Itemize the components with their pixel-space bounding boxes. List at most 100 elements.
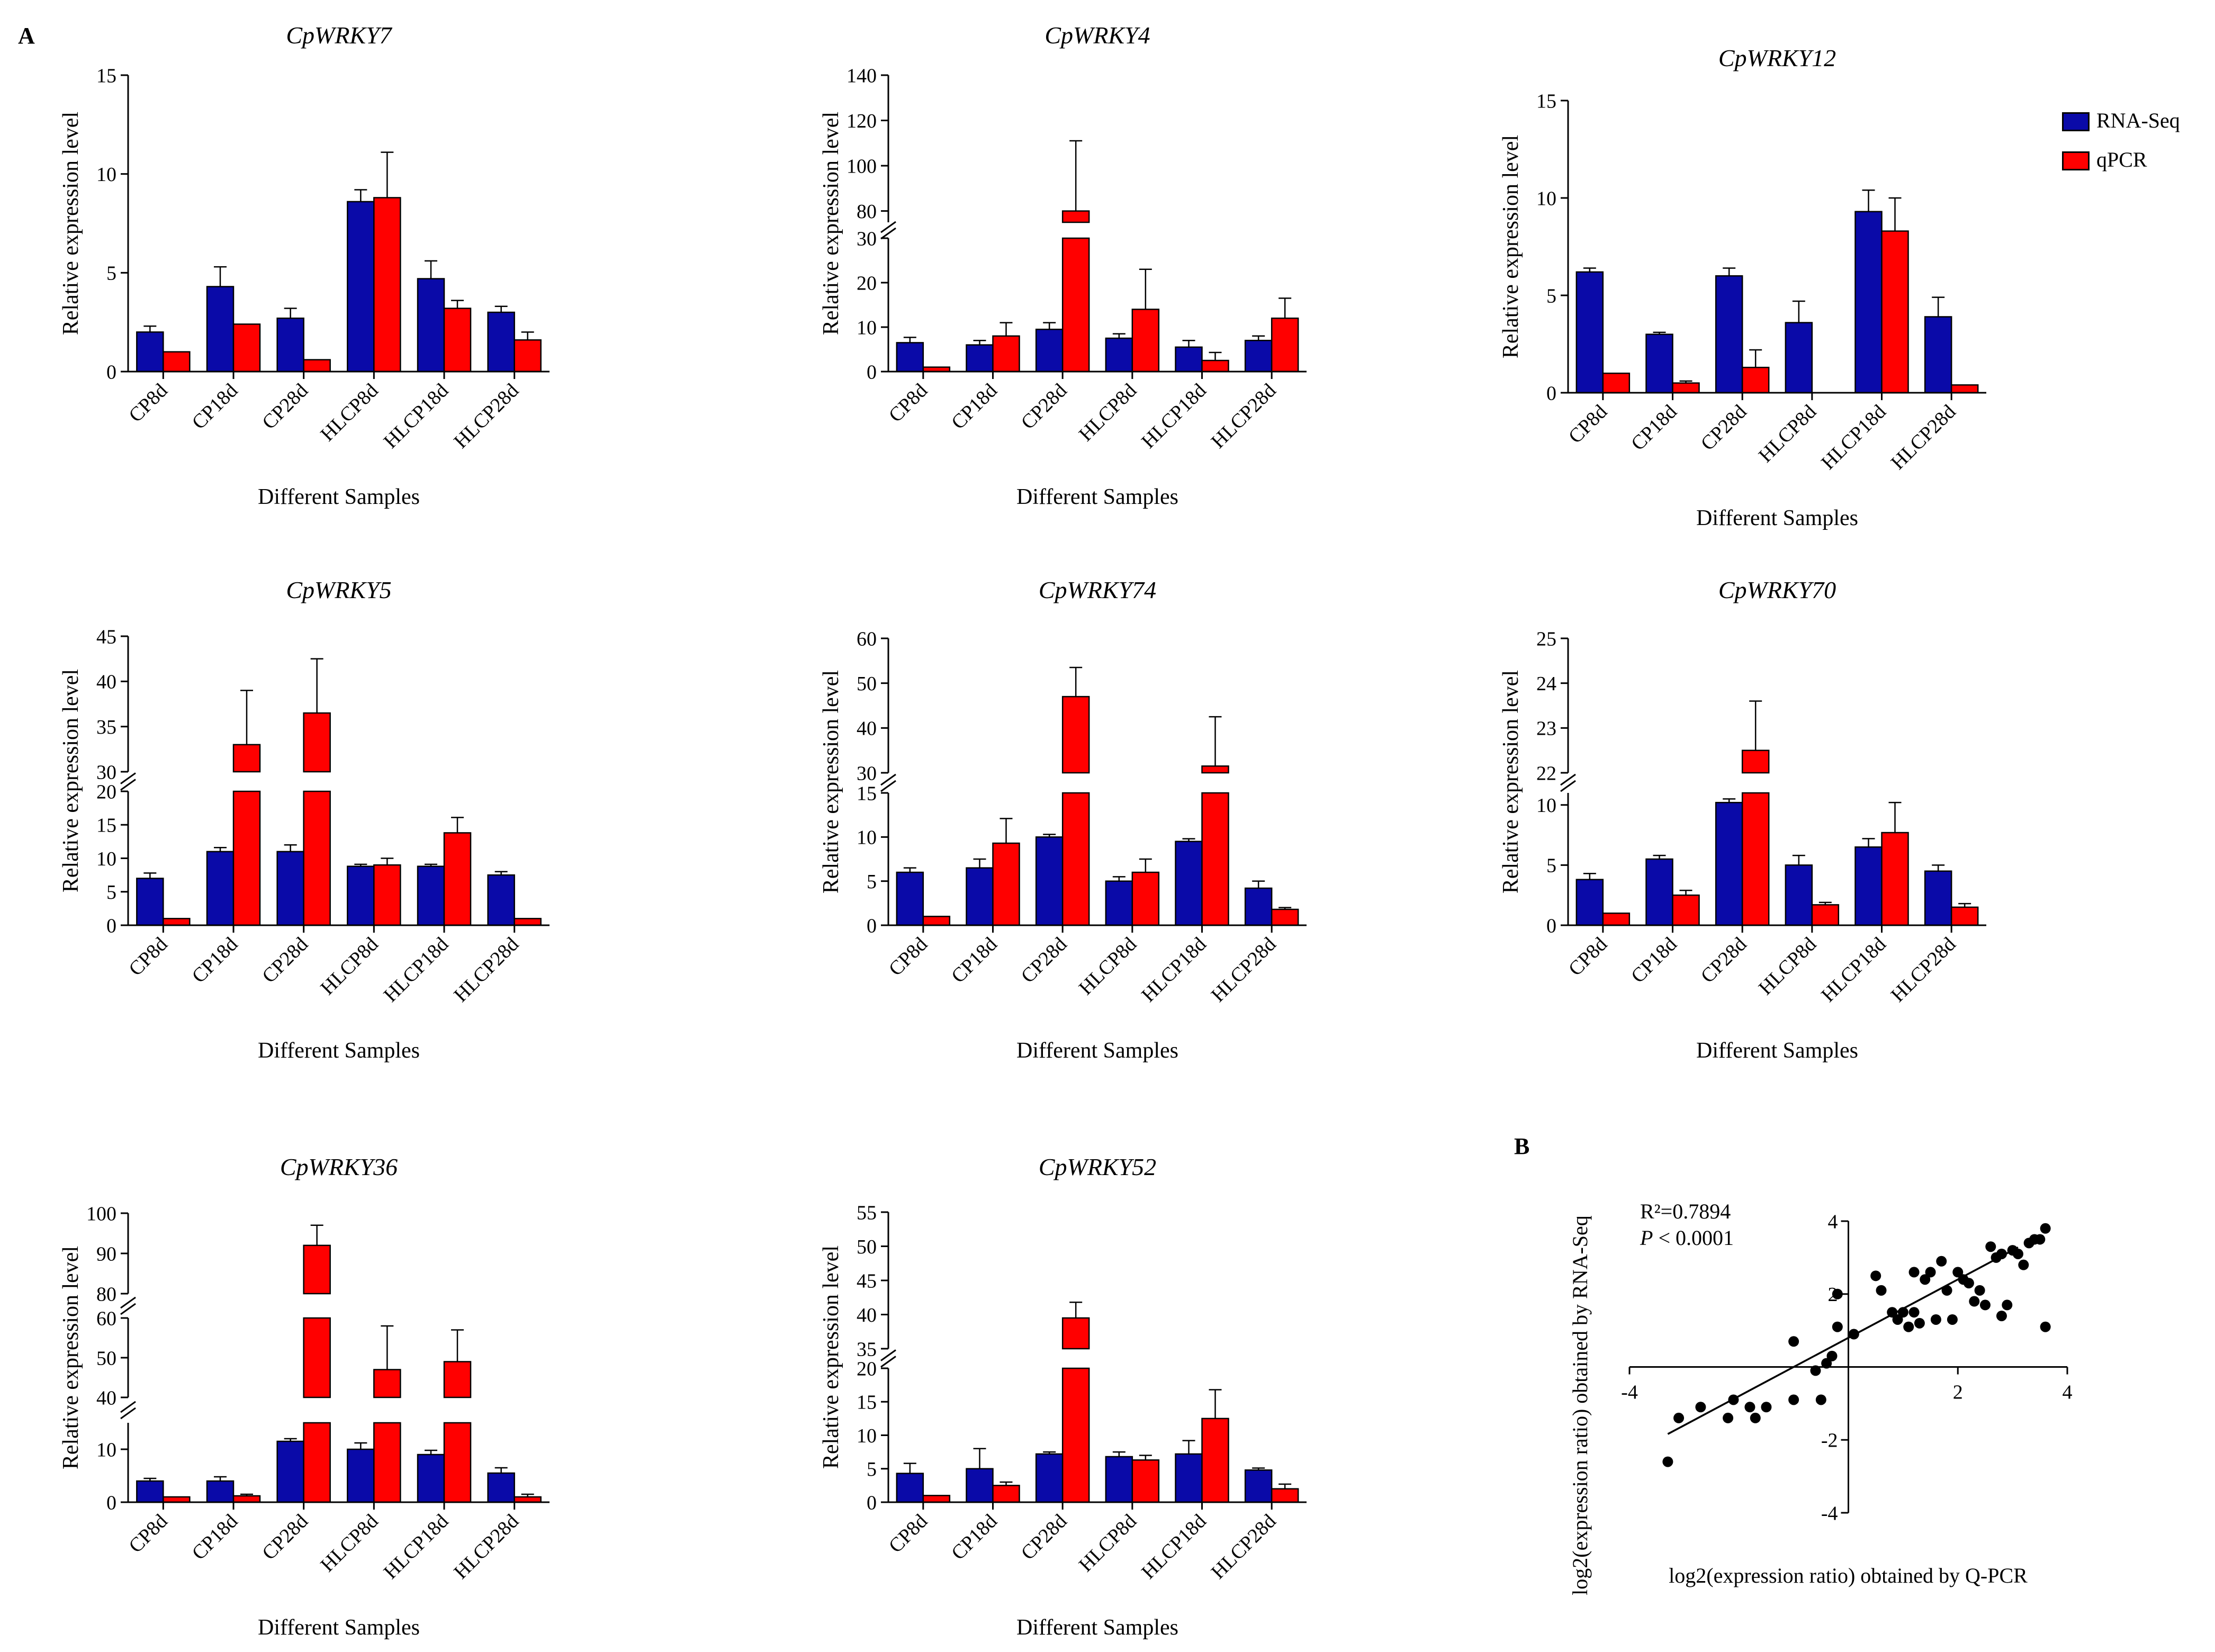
- y-tick-label: 100: [86, 1203, 116, 1225]
- rnaseq-bar: [417, 1454, 445, 1503]
- scatter-point: [1673, 1412, 1685, 1423]
- chart-title: CpWRKY7: [286, 22, 392, 49]
- y-tick-label: 10: [96, 848, 116, 870]
- qpcr-bar: [514, 339, 542, 373]
- x-tick-label: HLCP8d: [1754, 401, 1821, 467]
- x-tick-label: CP8d: [124, 380, 172, 427]
- y-tick-label: 0: [867, 361, 877, 383]
- x-tick-label: CP28d: [1697, 401, 1751, 455]
- axis-break-mark: [120, 1407, 136, 1420]
- x-tick-label: CP28d: [1697, 933, 1751, 988]
- qpcr-bar: [1201, 792, 1229, 926]
- y-axis-label: Relative expression level: [819, 670, 843, 893]
- scatter-point: [1936, 1256, 1947, 1267]
- scatter-point: [1728, 1394, 1739, 1405]
- scatter-point: [1815, 1394, 1826, 1405]
- scatter-point: [1848, 1329, 1859, 1340]
- y-tick-label: 50: [96, 1347, 116, 1369]
- scatter-point: [1832, 1288, 1843, 1299]
- x-tick-label: -4: [1621, 1382, 1638, 1404]
- qpcr-bar: [1881, 832, 1909, 926]
- x-tick-label: CP8d: [1564, 401, 1611, 448]
- scatter-point: [1952, 1267, 1964, 1278]
- scatter-point: [1914, 1317, 1925, 1329]
- x-tick-label: HLCP8d: [1075, 1510, 1141, 1576]
- rnaseq-bar: [1924, 316, 1952, 394]
- x-tick-label: CP18d: [187, 933, 242, 988]
- axis-break-mark: [120, 772, 136, 784]
- y-tick-label: 90: [96, 1243, 116, 1265]
- qpcr-bar: [992, 842, 1020, 926]
- rnaseq-bar: [1924, 870, 1952, 926]
- axis-break-mark: [120, 1401, 136, 1413]
- qpcr-bar: [373, 1422, 401, 1503]
- chart-title: CpWRKY52: [1039, 1153, 1156, 1180]
- x-tick-label: HLCP28d: [1207, 1510, 1281, 1584]
- y-tick-label: 24: [1536, 673, 1556, 695]
- x-tick-label: HLCP28d: [1887, 933, 1960, 1007]
- qpcr-bar: [1881, 230, 1909, 394]
- y-tick-label: 20: [96, 781, 116, 803]
- x-tick-label: CP28d: [1017, 1510, 1072, 1565]
- qpcr-bar: [163, 351, 191, 373]
- qpcr-bar: [232, 323, 261, 373]
- x-axis-label: Different Samples: [258, 1615, 420, 1640]
- y-axis-label: Relative expression level: [1499, 670, 1523, 893]
- y-tick-label: 40: [857, 1304, 877, 1326]
- x-tick-label: CP18d: [187, 1510, 242, 1565]
- chart-title: CpWRKY36: [280, 1153, 398, 1180]
- scatter-point: [1930, 1314, 1941, 1325]
- qpcr-bar: [1950, 906, 1979, 926]
- y-tick-label: 20: [857, 272, 877, 294]
- x-tick-label: CP28d: [258, 380, 312, 434]
- qpcr-bar: [1950, 384, 1979, 394]
- qpcr-bar: [1602, 372, 1631, 394]
- rnaseq-bar: [1715, 801, 1743, 926]
- y-tick-label: 0: [1546, 915, 1556, 937]
- qpcr-bar: [992, 335, 1020, 373]
- y-tick-label: 0: [867, 915, 877, 937]
- panel-a-label: A: [18, 23, 35, 49]
- x-tick-label: 2: [1953, 1382, 1963, 1404]
- x-tick-label: HLCP18d: [380, 1510, 453, 1584]
- y-tick-label: 10: [1536, 187, 1556, 210]
- y-tick-label: 60: [96, 1307, 116, 1330]
- x-tick-label: HLCP18d: [380, 380, 453, 453]
- y-tick-label: 10: [1536, 795, 1556, 817]
- y-tick-label: 0: [106, 915, 116, 937]
- rnaseq-bar: [276, 317, 304, 373]
- qpcr-bar: [1602, 913, 1631, 926]
- x-tick-label: HLCP8d: [1075, 933, 1141, 999]
- y-tick-label: 15: [857, 1392, 877, 1414]
- legend-label-rnaseq: RNA-Seq: [2096, 109, 2180, 132]
- qpcr-bar: [1061, 1317, 1090, 1350]
- qpcr-bar: [922, 916, 951, 926]
- y-axis-label: Relative expression level: [819, 112, 843, 335]
- axis-break-mark: [1560, 773, 1576, 786]
- qpcr-bar: [1201, 765, 1229, 774]
- axis-break-mark: [1560, 780, 1576, 792]
- y-tick-label: 10: [96, 1439, 116, 1461]
- axis-break-mark: [880, 221, 896, 233]
- rnaseq-bar: [1244, 1469, 1273, 1503]
- scatter-point: [1920, 1274, 1931, 1285]
- y-tick-label: 10: [857, 827, 877, 849]
- scatter-point: [1963, 1278, 1974, 1289]
- rnaseq-bar: [136, 1480, 164, 1503]
- rnaseq-bar: [1105, 880, 1133, 926]
- rnaseq-bar: [1645, 858, 1673, 926]
- qpcr-bar: [1672, 894, 1700, 926]
- x-tick-label: HLCP28d: [1207, 380, 1281, 453]
- qpcr-bar: [373, 1369, 401, 1398]
- x-tick-label: HLCP28d: [449, 380, 523, 453]
- y-tick-label: 5: [1546, 855, 1556, 877]
- rnaseq-bar: [1645, 333, 1673, 394]
- x-tick-label: CP8d: [885, 933, 932, 980]
- scatter-point: [2002, 1299, 2013, 1311]
- y-tick-label: 40: [96, 671, 116, 693]
- qpcr-bar: [992, 1485, 1020, 1503]
